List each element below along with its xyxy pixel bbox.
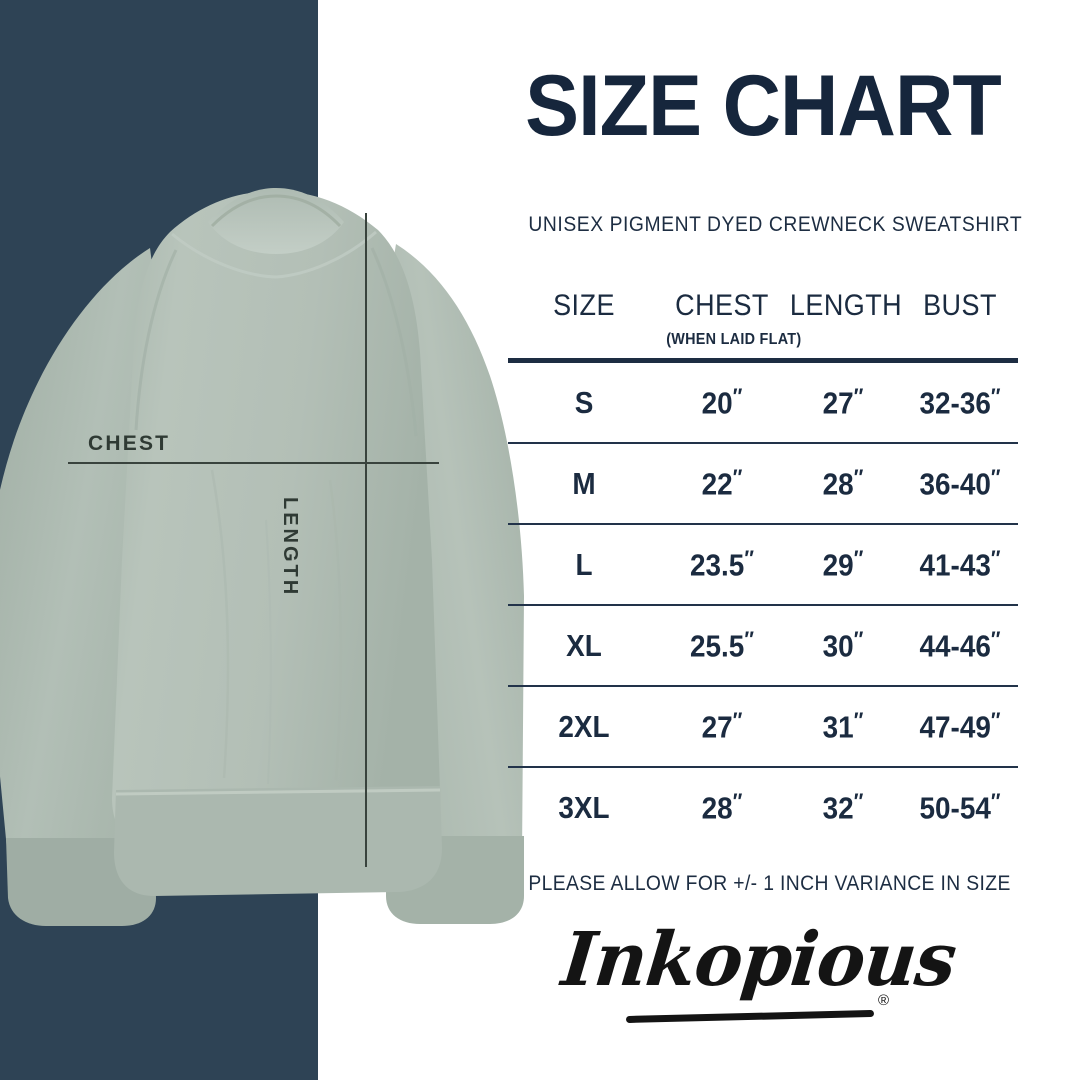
- brand-underline-stroke: [625, 1009, 875, 1024]
- size-table: SIZE CHEST LENGTH BUST S 20″ 27″ 32-36″ …: [508, 282, 1018, 847]
- cell-chest: 27″: [666, 708, 778, 745]
- unit-mark: ″: [744, 545, 754, 571]
- unit-mark: ″: [853, 626, 864, 652]
- unit-mark: ″: [990, 464, 1001, 490]
- cell-length: 32″: [790, 789, 896, 826]
- cell-bust: 41-43″: [908, 546, 1012, 583]
- cell-size: M: [572, 465, 596, 501]
- variance-note: PLEASE ALLOW FOR +/- 1 INCH VARIANCE IN …: [528, 872, 1011, 895]
- column-header-length: LENGTH: [789, 289, 903, 322]
- cell-bust: 44-46″: [908, 627, 1012, 664]
- cell-length: 27″: [790, 384, 896, 421]
- cell-chest-value: 27: [701, 709, 733, 745]
- cell-length-value: 31: [822, 709, 854, 745]
- unit-mark: ″: [853, 707, 864, 733]
- cell-bust: 32-36″: [908, 384, 1012, 421]
- table-row: XL 25.5″ 30″ 44-46″: [508, 606, 1018, 687]
- length-measure-line: [365, 213, 367, 867]
- unit-mark: ″: [744, 626, 754, 652]
- table-row: 3XL 28″ 32″ 50-54″: [508, 768, 1018, 847]
- registered-trademark-icon: ®: [878, 992, 890, 1009]
- table-row: S 20″ 27″ 32-36″: [508, 363, 1018, 444]
- cell-bust: 47-49″: [908, 708, 1012, 745]
- cell-size: S: [574, 384, 594, 420]
- table-header-row: SIZE CHEST LENGTH BUST: [508, 282, 1018, 330]
- unit-mark: ″: [732, 383, 743, 409]
- brand-logo: Inkopious ®: [508, 917, 1018, 1035]
- cell-length-value: 27: [822, 385, 854, 421]
- cell-bust: 36-40″: [908, 465, 1012, 502]
- cell-size: 3XL: [558, 789, 610, 825]
- unit-mark: ″: [732, 464, 743, 490]
- sweatshirt-illustration: CHEST LENGTH: [0, 188, 524, 926]
- cell-length-value: 30: [822, 628, 854, 664]
- sweatshirt-graphic: [0, 188, 524, 926]
- unit-mark: ″: [853, 545, 864, 571]
- column-header-bust: BUST: [923, 289, 997, 322]
- cell-chest: 22″: [666, 465, 778, 502]
- cell-length-value: 32: [822, 790, 854, 826]
- cell-size: 2XL: [558, 708, 610, 744]
- unit-mark: ″: [990, 545, 1001, 571]
- cell-size: XL: [566, 627, 602, 663]
- brand-wordmark: Inkopious: [557, 917, 960, 1003]
- unit-mark: ″: [853, 383, 864, 409]
- cell-size: L: [575, 546, 593, 582]
- cell-chest: 20″: [666, 384, 778, 421]
- unit-mark: ″: [990, 383, 1001, 409]
- header-divider: [508, 358, 1018, 363]
- cell-length: 28″: [790, 465, 896, 502]
- cell-length: 30″: [790, 627, 896, 664]
- cell-bust-value: 36-40: [919, 466, 991, 502]
- chest-laid-flat-note: (WHEN LAID FLAT): [666, 331, 802, 348]
- cell-length-value: 29: [822, 547, 854, 583]
- cell-length: 29″: [790, 546, 896, 583]
- chart-content: SIZE CHART UNISEX PIGMENT DYED CREWNECK …: [508, 0, 1023, 1080]
- cell-length: 31″: [790, 708, 896, 745]
- unit-mark: ″: [990, 788, 1001, 814]
- unit-mark: ″: [990, 626, 1001, 652]
- chest-measure-line: [68, 462, 439, 464]
- page-title: SIZE CHART: [525, 58, 1002, 154]
- length-measure-label: LENGTH: [279, 497, 301, 598]
- cell-chest-value: 20: [701, 385, 733, 421]
- unit-mark: ″: [732, 788, 743, 814]
- cell-chest-value: 28: [701, 790, 733, 826]
- cell-chest: 23.5″: [666, 546, 778, 583]
- cell-bust-value: 47-49: [919, 709, 991, 745]
- cell-bust-value: 32-36: [919, 385, 991, 421]
- chest-measure-label: CHEST: [88, 432, 171, 455]
- column-header-chest: CHEST: [675, 289, 769, 322]
- table-row: 2XL 27″ 31″ 47-49″: [508, 687, 1018, 768]
- unit-mark: ″: [853, 788, 864, 814]
- table-row: L 23.5″ 29″ 41-43″: [508, 525, 1018, 606]
- cell-bust-value: 41-43: [919, 547, 991, 583]
- cell-length-value: 28: [822, 466, 854, 502]
- unit-mark: ″: [853, 464, 864, 490]
- column-header-size: SIZE: [553, 289, 615, 322]
- cell-chest-value: 22: [701, 466, 733, 502]
- cell-chest: 28″: [666, 789, 778, 826]
- table-row: M 22″ 28″ 36-40″: [508, 444, 1018, 525]
- page-subtitle: UNISEX PIGMENT DYED CREWNECK SWEATSHIRT: [528, 213, 1023, 236]
- cell-bust: 50-54″: [908, 789, 1012, 826]
- cell-chest-value: 23.5: [690, 547, 745, 583]
- cell-bust-value: 50-54: [919, 790, 991, 826]
- unit-mark: ″: [990, 707, 1001, 733]
- unit-mark: ″: [732, 707, 743, 733]
- cell-bust-value: 44-46: [919, 628, 991, 664]
- cell-chest-value: 25.5: [690, 628, 745, 664]
- cell-chest: 25.5″: [666, 627, 778, 664]
